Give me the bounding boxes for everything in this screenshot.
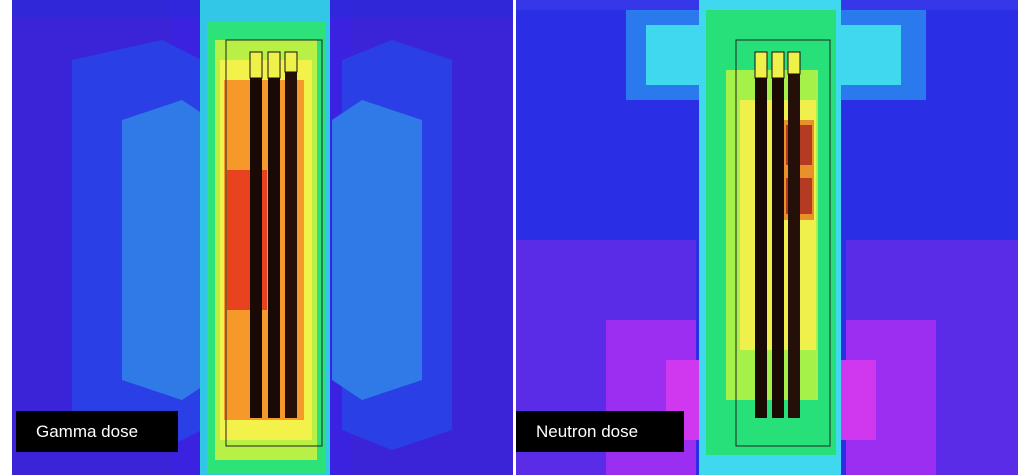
neutron-outline: [735, 39, 831, 447]
neutron-dose-label: Neutron dose: [516, 411, 684, 452]
neutron-hot-magenta-right: [840, 360, 876, 440]
neutron-dose-heatmap: [516, 0, 1018, 475]
neutron-rod-1: [755, 78, 767, 418]
gamma-rod-2-cap: [267, 51, 281, 79]
neutron-upper-right-core: [841, 25, 901, 85]
gamma-rod-1: [250, 78, 262, 418]
gamma-rod-3-cap: [284, 51, 298, 73]
neutron-dose-map: [516, 0, 1018, 475]
neutron-rod-3-cap: [787, 51, 801, 75]
gamma-dose-heatmap: [12, 0, 513, 475]
gamma-dose-label: Gamma dose: [16, 411, 178, 452]
gamma-contour-4: [332, 100, 422, 400]
neutron-upper-left-core: [646, 25, 706, 85]
gamma-contour-3: [122, 100, 212, 400]
gamma-rod-1-cap: [249, 51, 263, 79]
neutron-rod-2: [772, 78, 784, 418]
gamma-rod-3: [285, 72, 297, 418]
neutron-rod-2-cap: [771, 51, 785, 79]
gamma-outline: [225, 39, 323, 447]
gamma-rod-2: [268, 78, 280, 418]
neutron-rod-1-cap: [754, 51, 768, 79]
neutron-rod-3: [788, 74, 800, 418]
gamma-dose-map: [12, 0, 513, 475]
